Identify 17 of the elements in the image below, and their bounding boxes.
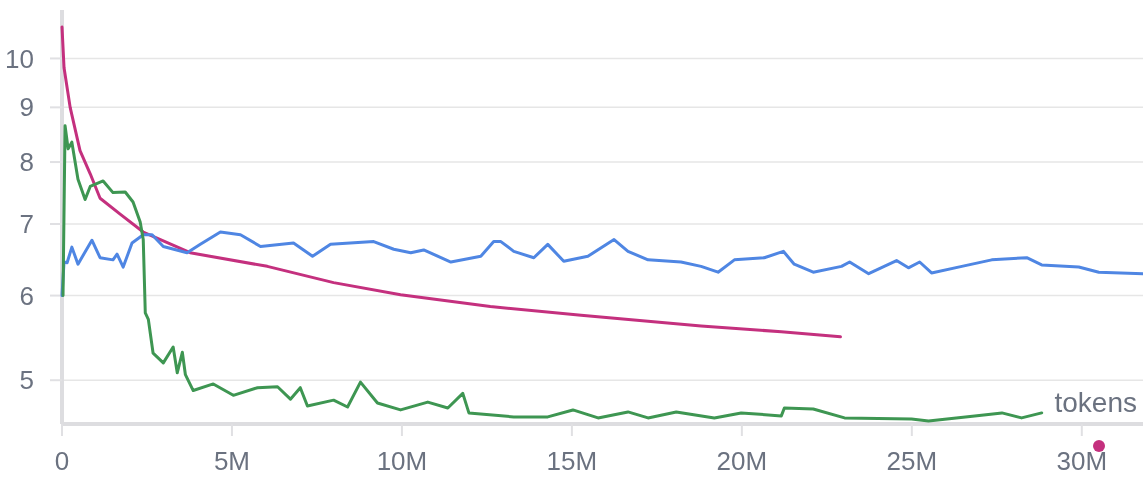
y-tick-label: 6 (19, 280, 34, 311)
line-series (61, 124, 1044, 423)
x-tick-label: 0 (54, 446, 70, 476)
x-tick-label: 30M (1056, 446, 1108, 476)
y-tick-label: 9 (19, 92, 34, 123)
x-tick-label: 15M (546, 446, 598, 476)
x-tick-label: 25M (886, 446, 938, 476)
y-tick-label: 8 (19, 147, 34, 178)
y-tick-label: 5 (19, 365, 34, 396)
x-tick-label: 20M (716, 446, 768, 476)
x-tick-label: 5M (213, 446, 251, 476)
y-tick-label: 10 (5, 43, 34, 74)
y-tick-label: 7 (19, 209, 34, 240)
line-series (60, 230, 1143, 298)
x-tick-label: 10M (376, 446, 428, 476)
x-axis-title: tokens (1054, 387, 1137, 418)
line-series (60, 25, 842, 339)
